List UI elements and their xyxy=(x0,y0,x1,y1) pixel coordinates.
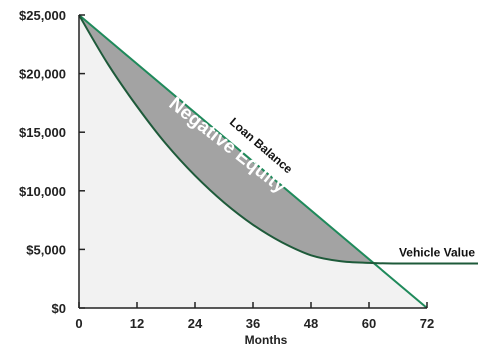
x-tick-label: 0 xyxy=(75,316,82,331)
y-axis-ticks: $0 $5,000 $10,000 $15,000 $20,000 $25,000 xyxy=(19,8,85,316)
x-tick-label: 48 xyxy=(304,316,318,331)
y-tick-label: $25,000 xyxy=(19,8,66,23)
vehicle-value-line xyxy=(78,14,478,265)
vehicle-value-label: Vehicle Value xyxy=(399,245,475,259)
x-tick-label: 72 xyxy=(420,316,434,331)
x-axis-ticks: 0 12 24 36 48 60 72 xyxy=(75,302,434,331)
y-tick-label: $5,000 xyxy=(26,242,66,257)
x-tick-label: 60 xyxy=(362,316,376,331)
loan-balance-line xyxy=(78,14,428,309)
y-tick-label: $0 xyxy=(52,301,66,316)
x-axis-title: Months xyxy=(245,333,288,347)
y-tick-label: $20,000 xyxy=(19,67,66,82)
x-tick-label: 12 xyxy=(130,316,144,331)
x-tick-label: 36 xyxy=(246,316,260,331)
x-tick-label: 24 xyxy=(188,316,203,331)
y-tick-label: $10,000 xyxy=(19,184,66,199)
y-tick-label: $15,000 xyxy=(19,125,66,140)
